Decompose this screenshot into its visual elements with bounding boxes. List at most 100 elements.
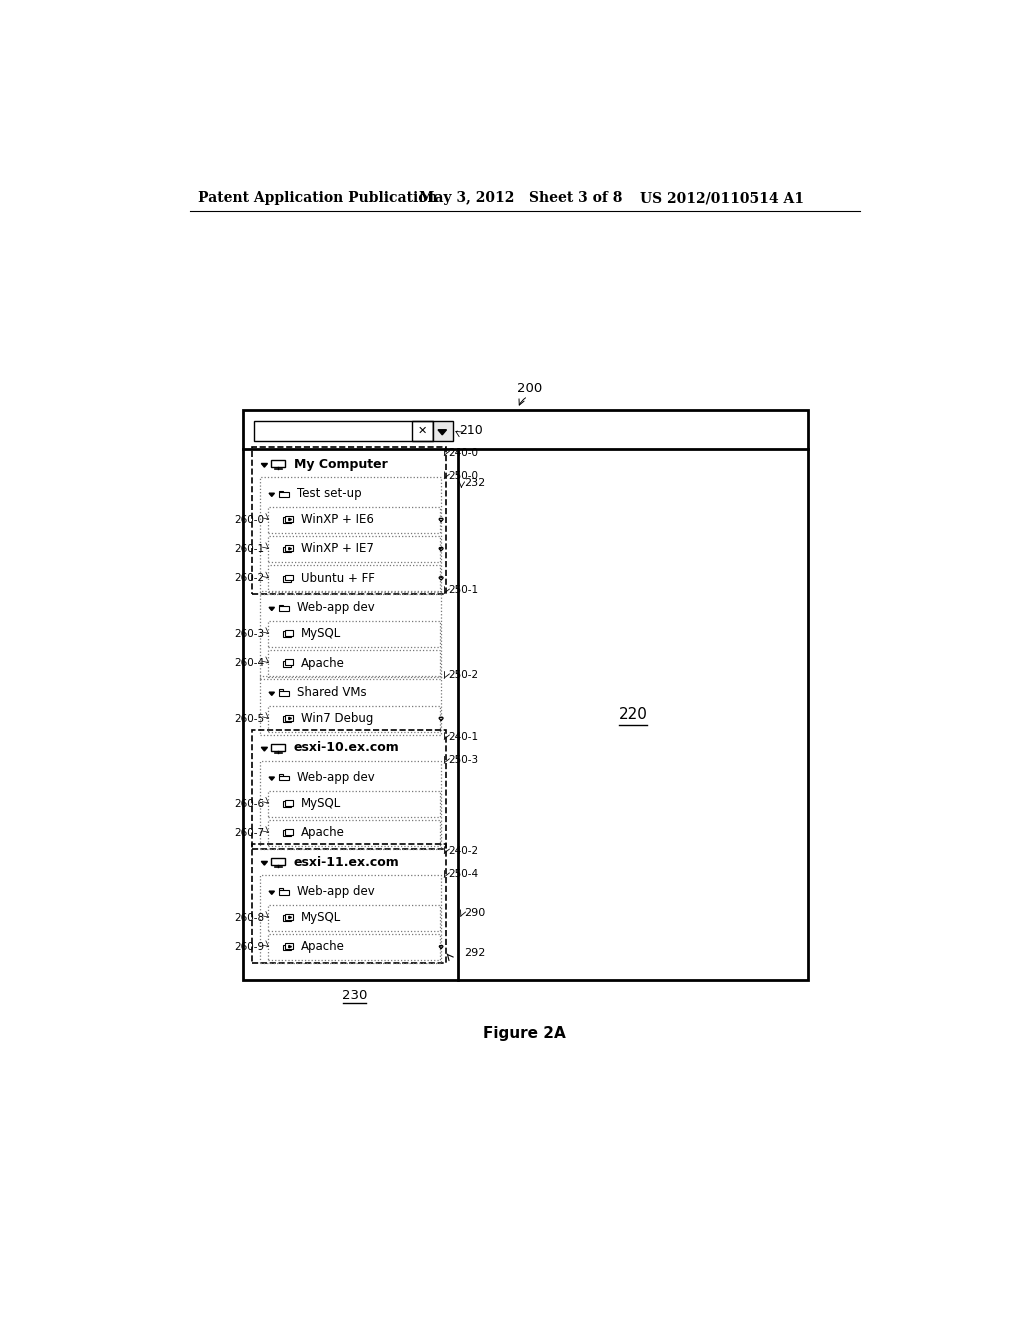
- Bar: [279, 775, 283, 776]
- Text: 260-7: 260-7: [234, 828, 264, 838]
- Text: WinXP + IE6: WinXP + IE6: [301, 513, 374, 527]
- Polygon shape: [269, 777, 274, 780]
- Polygon shape: [269, 891, 274, 895]
- Bar: [271, 743, 286, 751]
- Bar: [267, 904, 440, 931]
- Text: 250-3: 250-3: [449, 755, 478, 764]
- Bar: [279, 888, 283, 890]
- Polygon shape: [289, 945, 292, 948]
- Bar: [284, 945, 291, 950]
- Text: 260-1: 260-1: [234, 544, 264, 554]
- Bar: [260, 875, 441, 964]
- Text: 260-6: 260-6: [234, 799, 264, 809]
- Bar: [285, 660, 293, 665]
- Text: 260-2: 260-2: [234, 573, 264, 583]
- Text: Web-app dev: Web-app dev: [297, 884, 375, 898]
- Bar: [284, 830, 291, 837]
- Polygon shape: [269, 607, 274, 611]
- Bar: [267, 565, 440, 591]
- Text: MySQL: MySQL: [301, 797, 341, 810]
- Bar: [285, 715, 293, 721]
- Bar: [271, 858, 286, 866]
- Bar: [260, 762, 441, 849]
- Text: 210: 210: [459, 425, 482, 437]
- Bar: [279, 689, 283, 692]
- Bar: [284, 717, 291, 722]
- Bar: [267, 706, 440, 733]
- Text: 250-2: 250-2: [449, 669, 478, 680]
- Text: 290: 290: [464, 908, 485, 917]
- Text: 250-1: 250-1: [449, 585, 478, 595]
- Text: ✕: ✕: [418, 426, 427, 436]
- Bar: [279, 491, 283, 492]
- Bar: [285, 829, 293, 836]
- Text: Apache: Apache: [301, 826, 345, 840]
- Text: 250-4: 250-4: [449, 869, 478, 879]
- Bar: [267, 820, 440, 846]
- Polygon shape: [439, 519, 443, 521]
- Text: esxi-10.ex.com: esxi-10.ex.com: [294, 742, 399, 755]
- Polygon shape: [439, 717, 443, 721]
- Polygon shape: [289, 717, 292, 719]
- Bar: [254, 421, 432, 441]
- Bar: [267, 935, 440, 961]
- Bar: [267, 620, 440, 647]
- Text: 260-8: 260-8: [234, 912, 264, 923]
- Text: 240-1: 240-1: [449, 731, 478, 742]
- Polygon shape: [261, 862, 267, 865]
- Text: My Computer: My Computer: [294, 458, 388, 471]
- Text: Win7 Debug: Win7 Debug: [301, 713, 373, 725]
- Bar: [243, 411, 809, 979]
- Bar: [267, 536, 440, 562]
- Text: MySQL: MySQL: [301, 911, 341, 924]
- Text: 260-0: 260-0: [234, 515, 264, 524]
- Text: 240-0: 240-0: [449, 447, 478, 458]
- Polygon shape: [289, 548, 292, 550]
- Text: WinXP + IE7: WinXP + IE7: [301, 543, 374, 556]
- Polygon shape: [269, 692, 274, 696]
- Bar: [285, 913, 293, 920]
- Bar: [413, 421, 432, 441]
- Bar: [279, 890, 289, 895]
- Bar: [432, 421, 453, 441]
- Bar: [260, 591, 441, 680]
- Bar: [279, 692, 289, 696]
- Bar: [284, 661, 291, 667]
- Text: 232: 232: [464, 478, 485, 488]
- Bar: [279, 606, 289, 611]
- Bar: [267, 651, 440, 677]
- Text: 200: 200: [517, 381, 542, 395]
- Bar: [284, 576, 291, 582]
- Text: US 2012/0110514 A1: US 2012/0110514 A1: [640, 191, 804, 206]
- Bar: [279, 605, 283, 606]
- Bar: [284, 801, 291, 807]
- Text: 260-9: 260-9: [234, 942, 264, 952]
- Polygon shape: [261, 463, 267, 467]
- Bar: [267, 507, 440, 533]
- Text: Web-app dev: Web-app dev: [297, 771, 375, 784]
- Bar: [285, 545, 293, 552]
- Text: 292: 292: [464, 948, 485, 958]
- Text: Patent Application Publication: Patent Application Publication: [198, 191, 437, 206]
- Bar: [285, 944, 293, 949]
- Text: Figure 2A: Figure 2A: [483, 1027, 566, 1041]
- Bar: [260, 478, 441, 594]
- Bar: [284, 631, 291, 638]
- Text: 230: 230: [342, 989, 367, 1002]
- Polygon shape: [439, 548, 443, 550]
- Bar: [252, 845, 445, 964]
- Bar: [285, 516, 293, 521]
- Polygon shape: [261, 747, 267, 751]
- Text: May 3, 2012   Sheet 3 of 8: May 3, 2012 Sheet 3 of 8: [419, 191, 622, 206]
- Text: esxi-11.ex.com: esxi-11.ex.com: [294, 855, 399, 869]
- Text: Apache: Apache: [301, 656, 345, 669]
- Polygon shape: [438, 430, 446, 434]
- Text: Ubuntu + FF: Ubuntu + FF: [301, 572, 375, 585]
- Bar: [271, 459, 286, 467]
- Text: 220: 220: [618, 706, 648, 722]
- Bar: [284, 915, 291, 921]
- Text: Web-app dev: Web-app dev: [297, 601, 375, 614]
- Text: Test set-up: Test set-up: [297, 487, 361, 500]
- Bar: [267, 791, 440, 817]
- Bar: [279, 776, 289, 780]
